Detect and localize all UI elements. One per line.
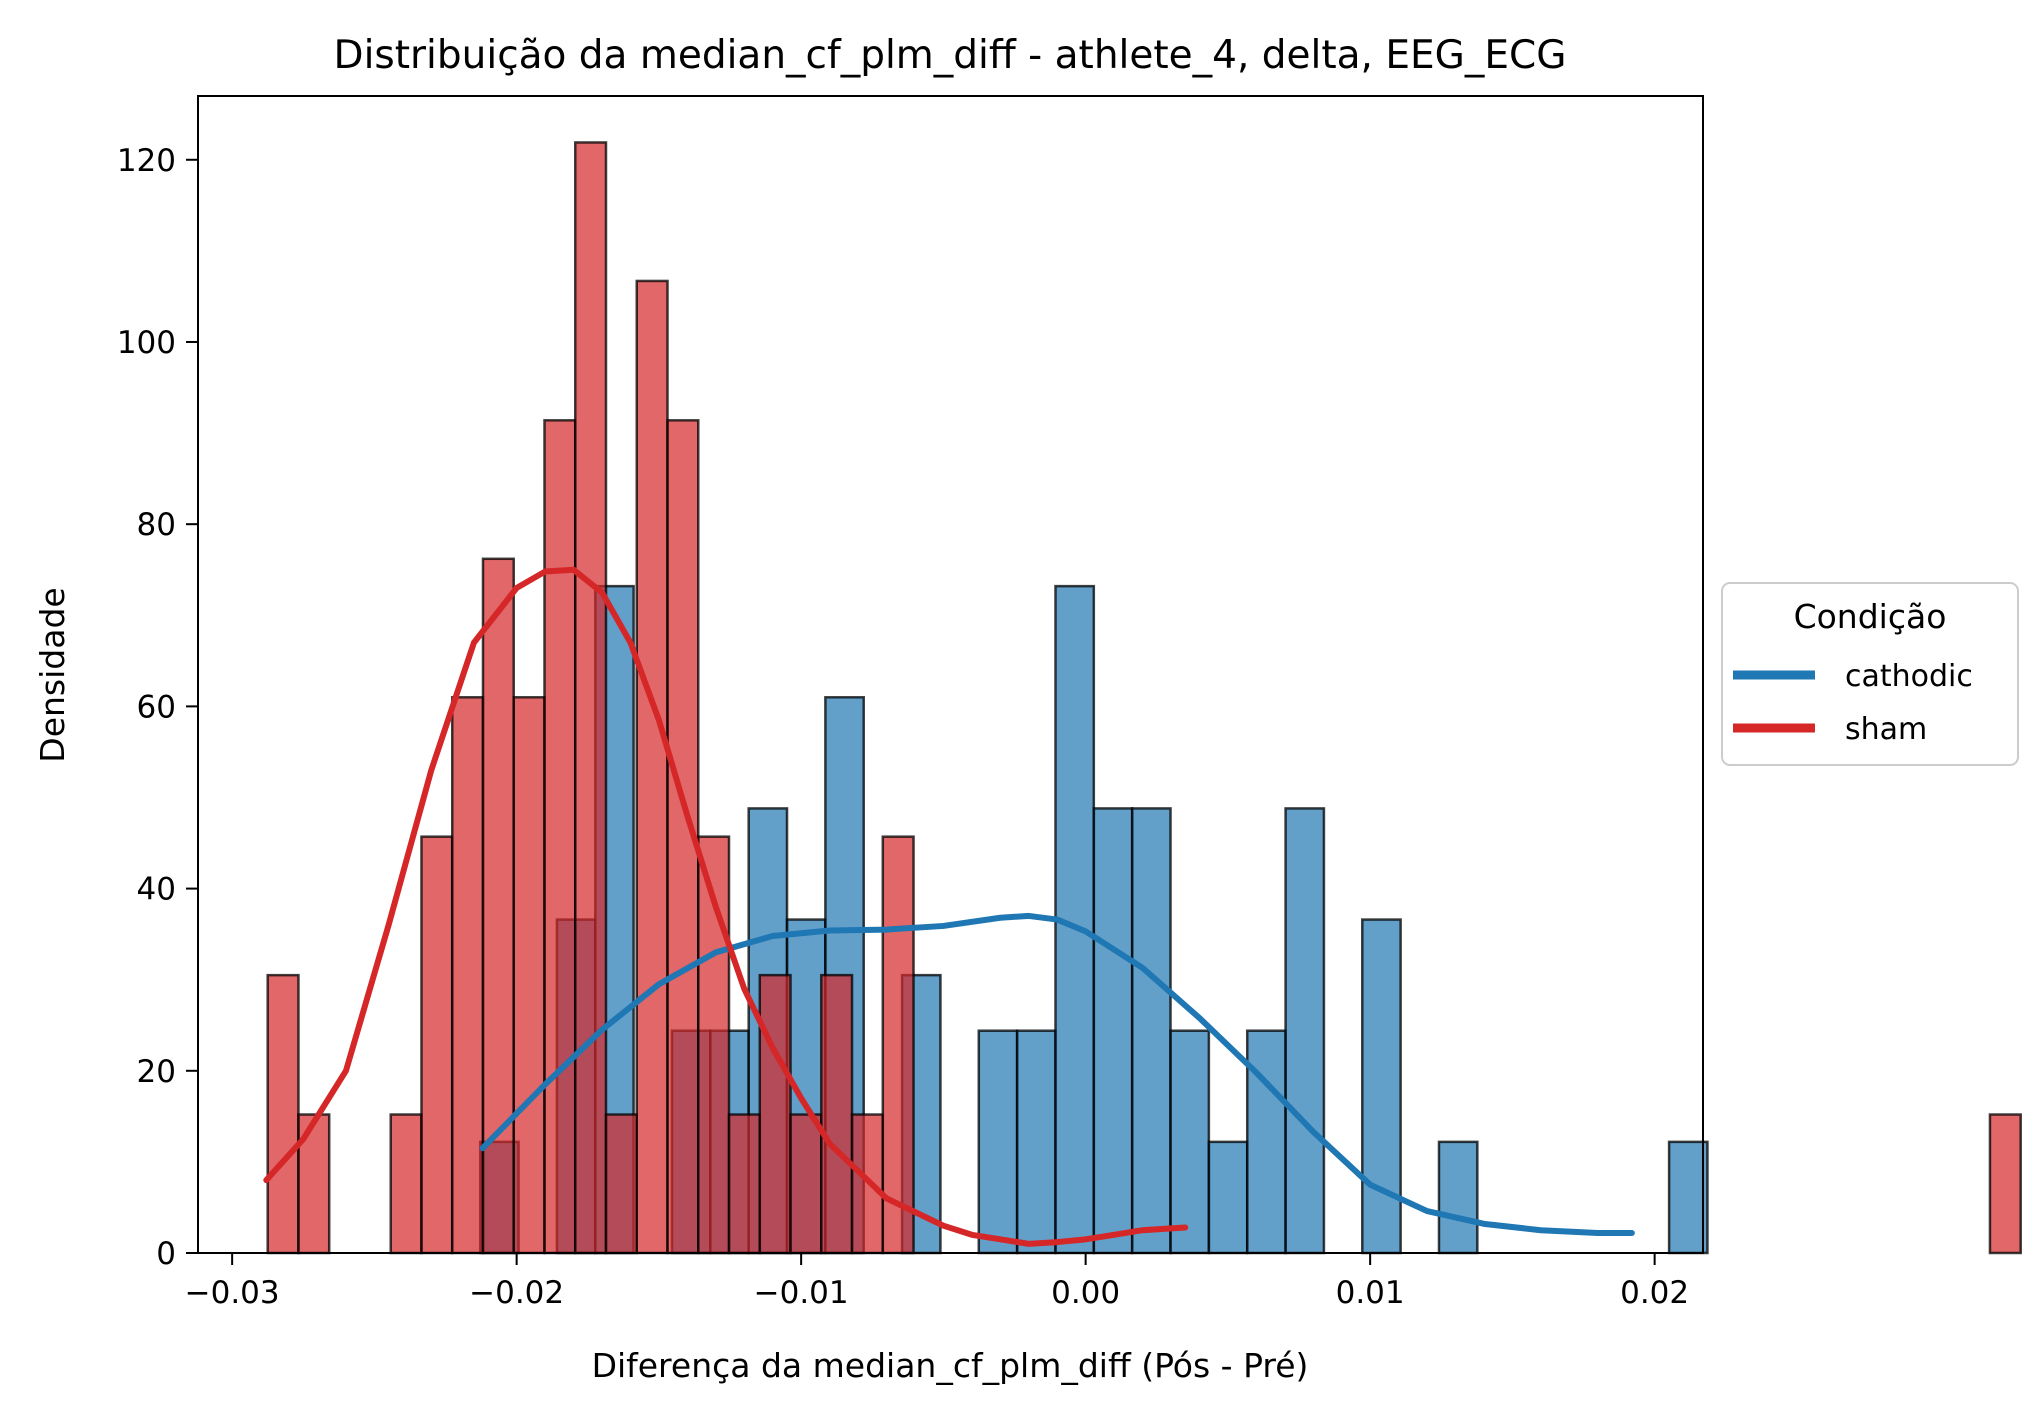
legend: Condição cathodic sham [1721,582,2019,766]
y-tick-label: 100 [117,325,176,361]
histogram-bar-cathodic [1169,1029,1211,1255]
histogram-bar-sham [420,835,454,1255]
y-tick-label: 0 [156,1236,176,1272]
y-axis-label: Densidade [33,587,72,762]
x-tick-label: −0.02 [469,1275,564,1311]
histogram-bar-cathodic [1284,807,1326,1255]
histogram-bar-sham [574,141,608,1255]
histogram-bar-cathodic [1245,1029,1287,1255]
histogram-bar-sham [758,973,792,1255]
histogram-bar-cathodic [977,1029,1019,1255]
y-axis-ticks: 0 20 40 60 80 100 120 [117,143,198,1272]
legend-label-cathodic: cathodic [1845,659,1973,694]
histogram-bar-sham [266,973,300,1255]
histogram-bar-cathodic [1437,1140,1479,1255]
y-tick-label: 80 [137,507,176,543]
histogram-bar-sham [635,279,669,1255]
histogram-bar-sham [450,696,485,1255]
histogram-bar-sham [727,1113,762,1255]
histogram-bar-cathodic [1207,1140,1249,1255]
legend-label-sham: sham [1845,712,1927,747]
histogram-bar-sham [543,419,577,1255]
legend-title: Condição [1794,597,1947,636]
bars-layer [266,141,2022,1255]
histogram-bar-sham [789,1113,823,1255]
histogram-bar-cathodic [1130,807,1172,1255]
y-tick-label: 20 [137,1054,176,1090]
chart-title: Distribuição da median_cf_plm_diff - ath… [334,33,1567,78]
histogram-bar-cathodic [1092,807,1134,1255]
histogram-bar-cathodic [1015,1029,1057,1255]
histogram-bar-sham [881,835,915,1255]
histogram-bar-sham [1988,1113,2022,1255]
histogram-bar-sham [604,1113,638,1255]
y-tick-label: 120 [117,143,176,179]
kde-line-sham [263,566,1189,1247]
kde-line-cathodic [479,912,1635,1236]
histogram-bar-sham [820,973,854,1255]
histogram-bar-sham [512,696,546,1255]
legend-box [1721,582,2019,766]
y-tick-label: 40 [137,872,176,908]
histogram-bar-cathodic [1361,918,1402,1255]
x-tick-label: −0.03 [185,1275,280,1311]
histogram-bar-cathodic [1667,1140,1709,1255]
y-tick-label: 60 [137,689,176,725]
plot-frame [197,95,1704,1254]
x-axis-ticks: −0.03 −0.02 −0.01 0.00 0.01 0.02 [185,1253,1689,1311]
kde-layer [263,566,1635,1247]
histogram-bar-sham [389,1113,423,1255]
x-tick-label: 0.00 [1051,1275,1120,1311]
x-tick-label: −0.01 [754,1275,849,1311]
histogram-bar-sham [481,557,515,1255]
x-tick-label: 0.02 [1620,1275,1689,1311]
x-tick-label: 0.01 [1336,1275,1405,1311]
x-axis-label: Diferença da median_cf_plm_diff (Pós - P… [592,1346,1309,1385]
